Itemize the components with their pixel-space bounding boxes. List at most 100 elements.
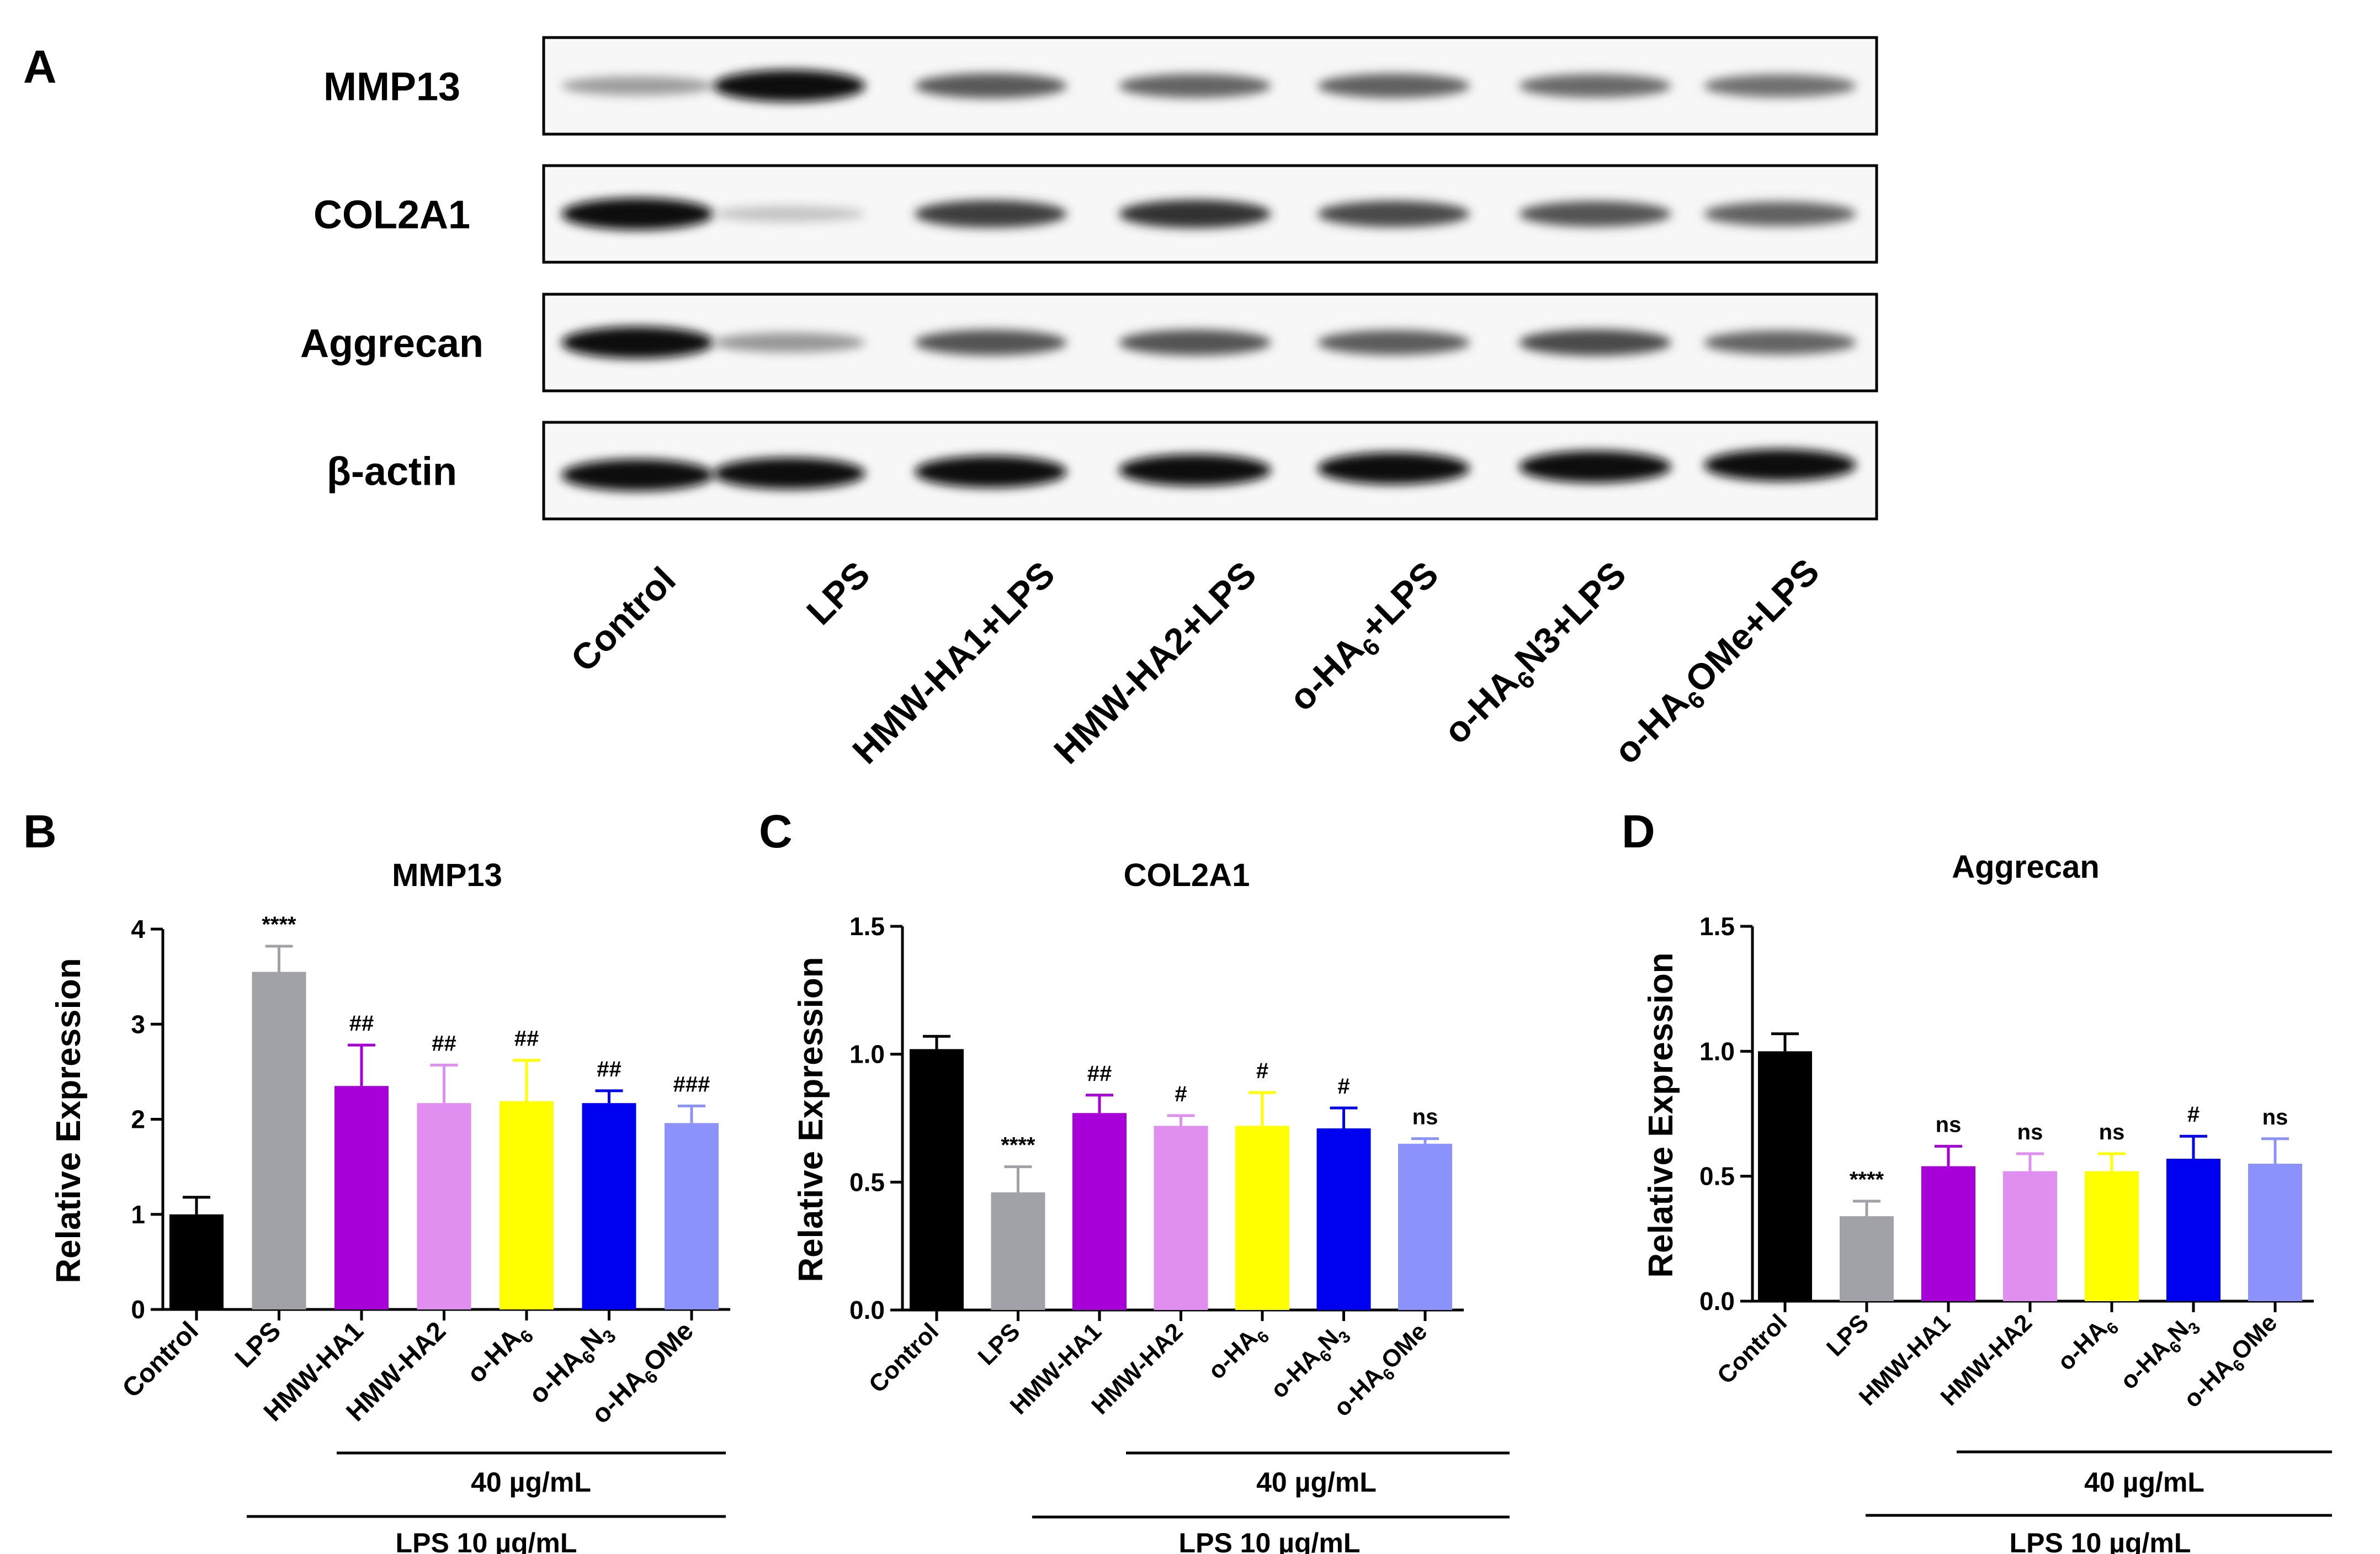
bar: [334, 1086, 389, 1309]
blot-band: [1704, 449, 1856, 481]
panel-letter-d: D: [1622, 805, 1655, 857]
blot-lane-label: o-HA6OMe+LPS: [1606, 551, 1832, 777]
significance-label: ##: [1087, 1062, 1112, 1086]
significance-label: #: [1256, 1059, 1268, 1083]
bar: [1398, 1143, 1452, 1310]
lps-group-label: LPS 10 µg/mL: [2010, 1528, 2191, 1554]
blot-lane-label: o-HA6+LPS: [1281, 554, 1451, 724]
y-tick-label: 4: [131, 915, 145, 943]
y-tick-label: 1.5: [849, 912, 885, 941]
chart-col2a1: COL2A1 Relative Expression 0.0 0.5 1.0 1.5 Con…: [792, 857, 1510, 1554]
chart-title: COL2A1: [1124, 857, 1250, 893]
bar: [2003, 1171, 2057, 1301]
bar: [665, 1123, 719, 1309]
y-tick-label: 1.0: [1699, 1037, 1735, 1065]
bar: [2085, 1171, 2139, 1301]
bar: [1154, 1126, 1208, 1310]
blot-band: [915, 73, 1067, 99]
blot-row: Aggrecan: [300, 293, 1878, 393]
y-tick-label: 3: [131, 1010, 145, 1038]
significance-label: ##: [349, 1011, 374, 1036]
dose-group-label: 40 µg/mL: [2084, 1467, 2204, 1498]
significance-label: ##: [514, 1027, 539, 1051]
blot-band: [1519, 201, 1671, 227]
y-tick-label: 0.0: [849, 1296, 885, 1324]
bar: [252, 972, 306, 1309]
bar: [1316, 1128, 1371, 1310]
blot-protein-label: COL2A1: [314, 193, 470, 237]
dose-group-label: 40 µg/mL: [1256, 1467, 1377, 1498]
blot-lane-label: LPS: [799, 554, 878, 633]
x-tick-label: LPS: [973, 1318, 1025, 1370]
significance-label: ##: [597, 1057, 621, 1081]
blot-protein-label: β-actin: [327, 450, 457, 494]
y-axis-label: Relative Expression: [50, 958, 88, 1283]
blot-lane-label: Control: [563, 559, 683, 680]
panel-letter-a: A: [23, 41, 57, 93]
bar: [1840, 1216, 1894, 1301]
significance-label: ****: [1850, 1168, 1884, 1192]
blot-band: [713, 70, 865, 102]
blot-row: COL2A1: [314, 164, 1878, 264]
significance-label: ##: [432, 1031, 456, 1056]
y-tick-label: 1.5: [1699, 912, 1735, 941]
panel-letter-b: B: [23, 805, 57, 857]
bar: [991, 1192, 1045, 1310]
blot-band: [1318, 73, 1470, 98]
blot-row: β-actin: [327, 421, 1878, 521]
dose-group-label: 40 µg/mL: [471, 1467, 591, 1498]
chart-aggrecan: Aggrecan Relative Expression 0.0 0.5 1.0 1.5 C…: [1642, 849, 2332, 1554]
y-tick-label: 0.5: [1699, 1162, 1735, 1191]
blot-band: [713, 206, 865, 222]
blot-protein-label: Aggrecan: [300, 322, 484, 366]
panel-letter-c: C: [759, 805, 793, 857]
blot-lane-label: HMW-HA2+LPS: [1046, 554, 1264, 772]
significance-label: ****: [1001, 1133, 1035, 1158]
blot-band: [1318, 452, 1470, 485]
x-tick-label: Control: [864, 1318, 944, 1398]
significance-label: ****: [262, 913, 296, 937]
significance-label: #: [1337, 1074, 1350, 1099]
bar: [169, 1214, 224, 1309]
x-tick-label: o-HA6: [2052, 1309, 2122, 1379]
y-axis-label: Relative Expression: [792, 957, 830, 1282]
blot-band: [1119, 73, 1271, 98]
significance-label: ns: [2262, 1105, 2288, 1129]
significance-label: ns: [1936, 1112, 1962, 1137]
bar: [500, 1101, 554, 1309]
significance-label: ns: [2017, 1120, 2043, 1144]
blot-protein-label: MMP13: [323, 65, 460, 109]
chart-title: Aggrecan: [1952, 849, 2100, 885]
blot-band: [1119, 454, 1271, 486]
significance-label: ns: [2099, 1120, 2125, 1144]
chart-mmp13: MMP13 Relative Expression 0 1 2 3 4 Control ****…: [50, 857, 730, 1554]
y-tick-label: 0: [131, 1295, 145, 1324]
bar: [910, 1049, 964, 1310]
western-blot: MMP13 COL2A1 Aggrecan β-actin: [300, 36, 1878, 521]
blot-band: [1318, 200, 1470, 227]
x-tick-label: Control: [1712, 1309, 1792, 1389]
y-tick-label: 2: [131, 1105, 145, 1134]
significance-label: ###: [673, 1072, 710, 1096]
blot-band: [561, 459, 714, 491]
y-tick-label: 0.5: [849, 1168, 885, 1196]
significance-label: #: [1175, 1082, 1187, 1106]
bar: [2166, 1158, 2220, 1301]
blot-band: [713, 332, 865, 353]
y-tick-label: 1: [131, 1200, 145, 1229]
bar: [582, 1103, 636, 1309]
significance-label: ns: [1412, 1105, 1438, 1129]
lps-group-label: LPS 10 µg/mL: [396, 1528, 577, 1554]
significance-label: #: [2187, 1102, 2200, 1127]
bar: [1235, 1126, 1289, 1310]
chart-title: MMP13: [392, 857, 502, 893]
x-tick-label: o-HA6: [1203, 1318, 1273, 1388]
blot-band: [1519, 450, 1671, 483]
blot-band: [1119, 330, 1271, 356]
y-tick-label: 0.0: [1699, 1287, 1735, 1316]
blot-band: [1704, 330, 1856, 355]
x-tick-label: LPS: [1821, 1309, 1874, 1361]
y-axis-label: Relative Expression: [1642, 952, 1680, 1277]
